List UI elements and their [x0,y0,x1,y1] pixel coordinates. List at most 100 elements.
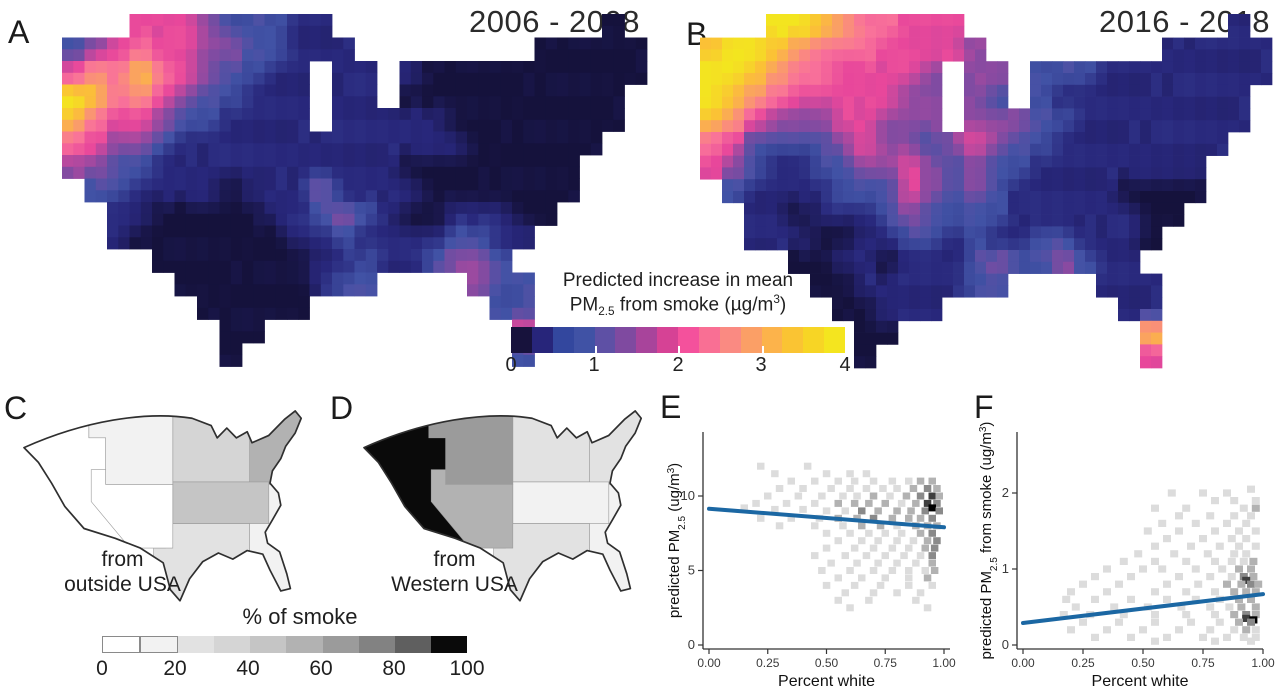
smoke-grid-cell [1140,167,1152,180]
smoke-grid-cell [512,284,524,297]
density-bin [850,581,859,589]
density-bin [1251,588,1260,596]
smoke-grid-cell [986,226,998,239]
density-bin [1139,565,1147,573]
smoke-grid-cell [354,143,367,156]
smoke-grid-cell [174,61,187,74]
smoke-grid-cell [399,225,412,238]
smoke-grid-cell [1074,179,1086,192]
smoke-grid-cell [909,226,921,239]
smoke-grid-cell [920,167,932,180]
smoke-grid-cell [1052,214,1064,227]
smoke-grid-cell [788,179,800,192]
density-bin [1187,542,1195,550]
smoke-grid-cell [500,143,513,156]
smoke-grid-cell [1173,49,1185,62]
smoke-grid-cell [489,213,502,226]
smoke-grid-cell [309,225,322,238]
density-bin [1062,595,1071,603]
smoke-grid-cell [253,190,265,203]
smoke-grid-cell [343,284,355,297]
smoke-grid-cell [788,108,800,121]
smoke-grid-cell [942,155,954,168]
smoke-grid-cell [986,202,998,215]
smoke-grid-cell [230,272,243,285]
smoke-grid-cell [152,25,164,38]
density-bin [905,581,913,589]
smoke-grid-cell [343,202,355,215]
smoke-grid-cell [843,179,855,192]
smoke-grid-cell [777,108,789,121]
smoke-grid-cell [777,37,789,50]
smoke-grid-cell [343,37,355,50]
smoke-grid-cell [298,119,310,132]
smoke-grid-cell [253,296,265,309]
smoke-grid-cell [909,25,921,38]
smoke-grid-cell [821,261,833,274]
smoke-grid-cell [253,249,265,262]
density-bin [1182,611,1191,619]
smoke-grid-cell [722,96,734,109]
smoke-grid-cell [433,225,445,238]
smoke-grid-cell [140,166,153,179]
smoke-grid-cell [953,167,965,180]
smoke-grid-cell [964,202,976,215]
smoke-grid-cell [1173,37,1185,50]
smoke-grid-cell [975,155,987,168]
smoke-grid-cell [1118,84,1130,97]
smoke-grid-cell [399,155,412,168]
smoke-grid-cell [810,238,822,251]
smoke-grid-cell [635,49,648,62]
smoke-grid-cell [975,61,987,74]
smoke-grid-cell [1096,202,1108,215]
smoke-grid-cell [1129,61,1141,74]
density-bin [1239,557,1248,565]
smoke-grid-cell [1118,96,1130,109]
smoke-grid-cell [140,14,153,27]
smoke-grid-cell [152,166,164,179]
smoke-grid-cell [810,49,822,62]
smoke-grid-cell [843,285,855,298]
smoke-grid-cell [320,213,333,226]
smoke-grid-cell [1085,132,1097,145]
smoke-grid-cell [986,285,998,298]
smoke-grid-cell [410,213,423,226]
density-bin [1115,580,1123,588]
smoke-grid-cell [219,272,232,285]
smoke-grid-cell [354,202,367,215]
density-bin [822,470,831,478]
smoke-grid-cell [1173,120,1185,133]
smoke-grid-cell [174,14,187,27]
smoke-grid-cell [1096,84,1108,97]
smoke-grid-cell [821,226,833,239]
smoke-grid-cell [579,143,592,156]
smoke-grid-cell [208,25,220,38]
smoke-grid-cell [865,309,877,322]
smoke-grid-cell [264,296,277,309]
density-bin [1191,565,1200,573]
smoke-grid-cell [107,37,119,50]
smoke-grid-cell [755,49,767,62]
smoke-grid-cell [140,155,153,168]
smoke-grid-cell [388,249,400,262]
smoke-grid-cell [1074,120,1086,133]
smoke-grid-cell [909,132,921,145]
density-bin [822,581,831,589]
smoke-grid-cell [1052,155,1064,168]
smoke-grid-cell [163,166,175,179]
density-bin [1119,557,1128,565]
smoke-grid-cell [887,143,899,156]
smoke-grid-cell [1217,143,1229,156]
smoke-grid-cell [843,120,855,133]
smoke-grid-cell [722,120,734,133]
smoke-grid-cell [590,72,603,85]
smoke-grid-cell [942,250,954,263]
smoke-grid-cell [799,226,811,239]
smoke-grid-cell [1008,108,1020,121]
smoke-grid-cell [898,191,910,204]
smoke-grid-cell [185,14,198,27]
smoke-grid-cell [975,73,987,86]
density-bin [1067,588,1075,596]
smoke-grid-cell [140,108,153,121]
smoke-grid-cell [920,73,932,86]
